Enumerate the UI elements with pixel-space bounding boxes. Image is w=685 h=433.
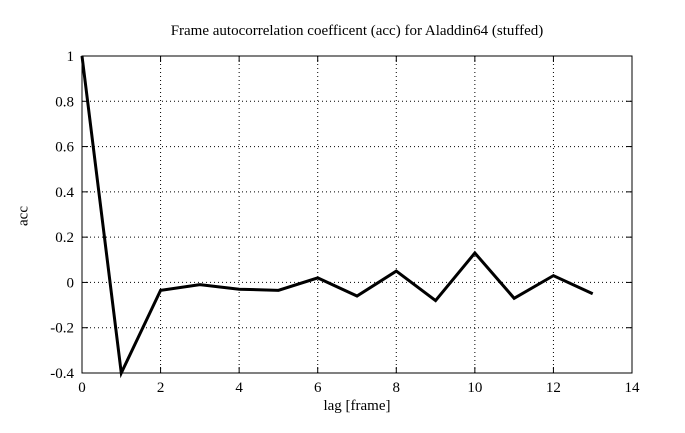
y-tick-label: -0.2 bbox=[50, 321, 74, 337]
x-tick-label: 14 bbox=[625, 380, 641, 396]
y-axis-label: acc bbox=[15, 206, 32, 226]
y-tick-label: -0.4 bbox=[50, 366, 74, 382]
y-tick-label: 0.6 bbox=[55, 140, 74, 156]
y-tick-label: 0.8 bbox=[55, 94, 74, 110]
y-tick-label: 0 bbox=[67, 275, 75, 291]
y-tick-label: 0.4 bbox=[55, 185, 74, 201]
x-axis-label: lag [frame] bbox=[323, 398, 391, 414]
x-tick-label: 2 bbox=[157, 380, 165, 396]
x-tick-label: 10 bbox=[467, 380, 482, 396]
data-line-acc bbox=[80, 55, 594, 379]
chart-title: Frame autocorrelation coefficent (acc) f… bbox=[170, 23, 544, 39]
x-tick-label: 6 bbox=[314, 380, 322, 396]
x-tick-label: 4 bbox=[235, 380, 243, 396]
y-tick-label: 0.2 bbox=[55, 230, 74, 246]
x-tick-label: 8 bbox=[393, 380, 401, 396]
y-tick-label: 1 bbox=[67, 49, 75, 65]
x-tick-label: 12 bbox=[546, 380, 561, 396]
x-tick-label: 0 bbox=[78, 380, 86, 396]
plot-border bbox=[81, 55, 633, 374]
